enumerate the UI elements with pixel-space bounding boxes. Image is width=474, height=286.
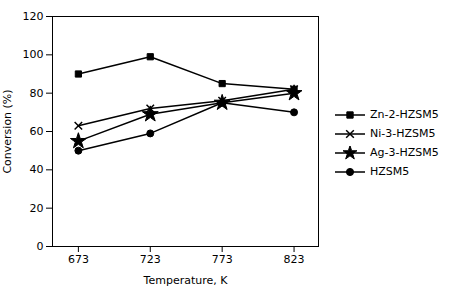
svg-text:0: 0 [37,240,44,253]
svg-text:120: 120 [23,10,44,23]
svg-text:40: 40 [30,163,44,176]
html-text:Ag-3-HZSM5: Ag-3-HZSM5 [370,146,439,159]
svg-text:723: 723 [140,253,161,266]
html-text:Ni-3-HZSM5: Ni-3-HZSM5 [370,127,436,140]
svg-text:80: 80 [30,87,44,100]
svg-text:20: 20 [30,202,44,215]
svg-text:60: 60 [30,125,44,138]
svg-text:Temperature, K: Temperature, K [143,274,229,286]
html-text:HZSM5: HZSM5 [370,165,410,178]
svg-text:673: 673 [68,253,89,266]
svg-text:Conversion (%): Conversion (%) [1,89,14,173]
svg-text:100: 100 [23,48,44,61]
svg-text:823: 823 [284,253,305,266]
svg-text:773: 773 [212,253,233,266]
html-text:Zn-2-HZSM5: Zn-2-HZSM5 [370,108,439,121]
